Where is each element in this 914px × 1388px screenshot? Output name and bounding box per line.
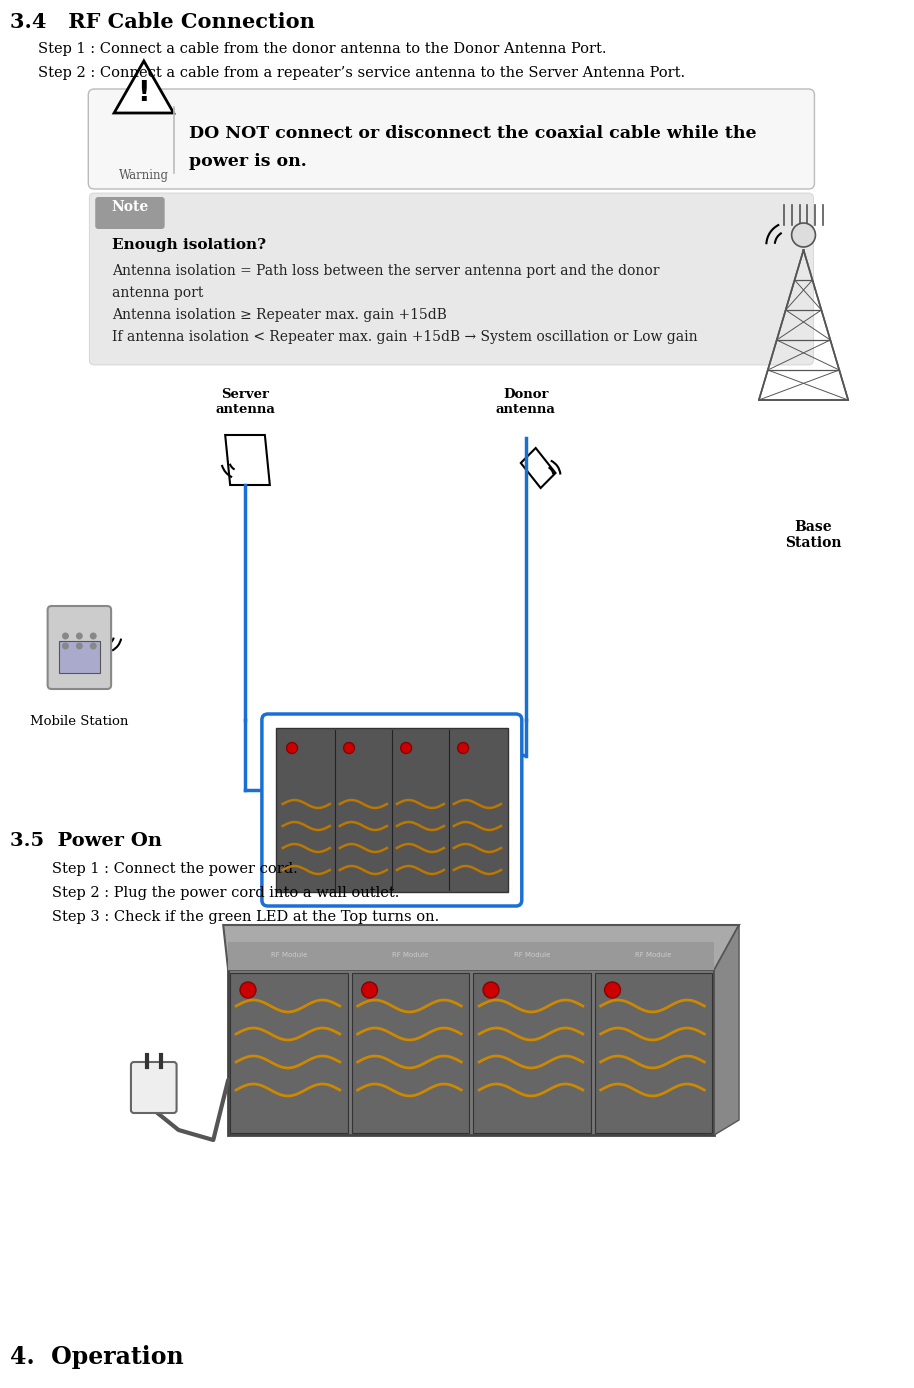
Text: Warning: Warning (119, 169, 169, 182)
Text: Server
antenna: Server antenna (215, 389, 275, 416)
Circle shape (287, 743, 297, 754)
Text: DO NOT connect or disconnect the coaxial cable while the: DO NOT connect or disconnect the coaxial… (189, 125, 757, 142)
Text: Step 2 : Plug the power cord into a wall outlet.: Step 2 : Plug the power cord into a wall… (37, 886, 399, 899)
Text: Donor
antenna: Donor antenna (495, 389, 556, 416)
Text: Step 1 : Connect the power cord.: Step 1 : Connect the power cord. (37, 862, 297, 876)
Text: Antenna isolation = Path loss between the server antenna port and the donor: Antenna isolation = Path loss between th… (112, 264, 660, 278)
FancyBboxPatch shape (58, 641, 101, 673)
Polygon shape (225, 434, 270, 484)
Circle shape (76, 633, 83, 640)
FancyBboxPatch shape (352, 973, 469, 1133)
Circle shape (458, 743, 469, 754)
FancyBboxPatch shape (230, 973, 347, 1133)
Polygon shape (114, 61, 174, 112)
Text: Note: Note (112, 200, 149, 214)
FancyBboxPatch shape (228, 942, 714, 970)
Circle shape (362, 981, 377, 998)
Circle shape (76, 643, 83, 650)
Text: Antenna isolation ≥ Repeater max. gain +15dB: Antenna isolation ≥ Repeater max. gain +… (112, 308, 447, 322)
Text: RF Module: RF Module (392, 952, 429, 958)
FancyBboxPatch shape (90, 193, 813, 365)
Circle shape (400, 743, 411, 754)
Text: Step 2 : Connect a cable from a repeater’s service antenna to the Server Antenna: Step 2 : Connect a cable from a repeater… (37, 67, 685, 81)
Text: Step 3 : Check if the green LED at the Top turns on.: Step 3 : Check if the green LED at the T… (37, 911, 439, 924)
Text: 3.4   RF Cable Connection: 3.4 RF Cable Connection (10, 12, 314, 32)
Text: !: ! (137, 79, 150, 107)
Text: Base
Station: Base Station (785, 520, 842, 550)
FancyBboxPatch shape (228, 940, 714, 1135)
FancyBboxPatch shape (276, 727, 508, 892)
Text: 4.  Operation: 4. Operation (10, 1345, 184, 1369)
Circle shape (62, 633, 69, 640)
Text: Mobile Station: Mobile Station (30, 715, 129, 727)
Polygon shape (521, 448, 556, 489)
Polygon shape (223, 924, 739, 970)
Polygon shape (714, 924, 739, 1135)
Circle shape (792, 223, 815, 247)
Circle shape (344, 743, 355, 754)
Circle shape (90, 633, 97, 640)
Text: Enough isolation?: Enough isolation? (112, 237, 266, 253)
Circle shape (240, 981, 256, 998)
Text: Step 1 : Connect a cable from the donor antenna to the Donor Antenna Port.: Step 1 : Connect a cable from the donor … (37, 42, 606, 56)
Text: RF Module: RF Module (514, 952, 550, 958)
Text: RF Module: RF Module (635, 952, 672, 958)
Text: 3.5  Power On: 3.5 Power On (10, 831, 162, 849)
Text: If antenna isolation < Repeater max. gain +15dB → System oscillation or Low gain: If antenna isolation < Repeater max. gai… (112, 330, 697, 344)
Text: power is on.: power is on. (189, 153, 307, 169)
FancyBboxPatch shape (595, 973, 712, 1133)
Circle shape (62, 643, 69, 650)
FancyBboxPatch shape (48, 607, 112, 688)
Circle shape (484, 981, 499, 998)
FancyBboxPatch shape (131, 1062, 176, 1113)
FancyBboxPatch shape (262, 713, 522, 906)
Text: RF Module: RF Module (271, 952, 307, 958)
FancyBboxPatch shape (89, 89, 814, 189)
Text: antenna port: antenna port (112, 286, 204, 300)
FancyBboxPatch shape (95, 197, 165, 229)
Circle shape (90, 643, 97, 650)
FancyBboxPatch shape (473, 973, 590, 1133)
Circle shape (605, 981, 621, 998)
